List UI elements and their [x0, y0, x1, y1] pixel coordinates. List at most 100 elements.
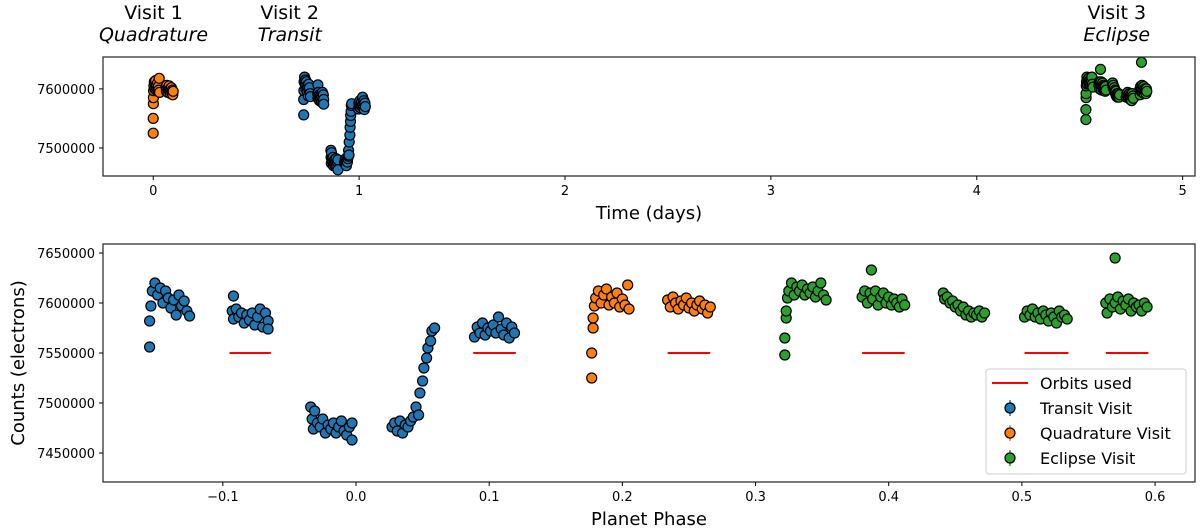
eclipse-point [780, 305, 792, 317]
transit-series [298, 71, 371, 176]
x-tick-label: 1 [355, 184, 363, 199]
y-tick-label: 7650000 [37, 247, 95, 262]
transit-point [429, 322, 441, 334]
legend-marker-icon [1004, 452, 1016, 464]
top-axes: 0 1 2 3 4 5 7500000 7600000 Time (days) Visit 1Qu… [37, 2, 1196, 224]
eclipse-point [1109, 252, 1121, 264]
x-tick-label: 4 [973, 184, 981, 199]
legend-box [985, 368, 1187, 475]
y-tick-label: 7550000 [37, 347, 95, 362]
transit-point [227, 290, 240, 302]
legend-label: Orbits used [1040, 374, 1132, 393]
legend-label: Eclipse Visit [1040, 449, 1135, 468]
visit-subtitle: Transit [258, 24, 324, 46]
transit-point [346, 434, 358, 446]
transit-point [262, 323, 274, 335]
legend-marker-icon [1004, 402, 1016, 414]
quadrature-point [622, 279, 634, 291]
x-tick-label: 0 [149, 184, 157, 199]
transit-point [346, 417, 358, 429]
quadrature-point [147, 112, 159, 125]
x-axis-label: Planet Phase [591, 509, 707, 530]
quadrature-series [586, 279, 716, 384]
transit-point [414, 387, 426, 399]
eclipse-point [1061, 313, 1073, 325]
quadrature-point [587, 312, 599, 324]
x-tick-label: 0.1 [479, 490, 500, 505]
transit-point [425, 335, 437, 347]
y-tick-label: 7600000 [37, 297, 95, 312]
y-axis-label: Counts (electrons) [8, 280, 29, 446]
transit-point [178, 295, 190, 307]
transit-point [359, 100, 371, 113]
visit-title: Visit 3 [1087, 2, 1146, 24]
transit-point [335, 415, 347, 427]
visit-subtitle: Eclipse [1083, 24, 1150, 46]
eclipse-series [1080, 57, 1153, 126]
transit-point [309, 405, 321, 417]
transit-point [144, 315, 156, 327]
bottom-points [144, 252, 1153, 446]
eclipse-point [1094, 63, 1107, 76]
visit-title: Visit 2 [260, 2, 319, 24]
x-tick-label: 5 [1179, 184, 1187, 199]
top-axes-frame [102, 56, 1196, 177]
eclipse-point [865, 264, 878, 276]
quadrature-point [147, 127, 159, 139]
quadrature-point [587, 322, 599, 334]
quadrature-point [586, 372, 598, 384]
transit-point [508, 327, 521, 339]
transit-point [144, 341, 156, 353]
y-tick-label: 7600000 [37, 83, 95, 98]
legend-marker-icon [1004, 427, 1016, 439]
x-tick-label: 0.3 [745, 490, 766, 505]
transit-point [298, 109, 310, 121]
x-tick-label: 0.2 [612, 490, 633, 505]
top-points [147, 57, 1153, 176]
eclipse-point [820, 294, 832, 306]
quadrature-point [623, 303, 635, 315]
transit-series [144, 277, 521, 446]
visit-subtitle: Quadrature [99, 24, 208, 46]
quadrature-point [586, 347, 598, 359]
transit-point [145, 300, 157, 312]
quadrature-series [147, 72, 179, 139]
transit-point [418, 362, 430, 374]
y-tick-label: 7500000 [37, 397, 95, 412]
quadrature-point [153, 72, 165, 84]
x-tick-label: 3 [767, 184, 775, 199]
quadrature-point [600, 283, 613, 295]
eclipse-point [779, 349, 791, 361]
bottom-axes-frame [102, 243, 1196, 483]
quadrature-point [704, 301, 716, 313]
legend-label: Transit Visit [1039, 399, 1132, 418]
eclipse-point [1080, 113, 1092, 126]
eclipse-point [1141, 301, 1153, 313]
x-tick-label: 0.6 [1145, 490, 1166, 505]
x-tick-label: 2 [561, 184, 569, 199]
y-tick-label: 7500000 [37, 142, 95, 157]
x-tick-label: 0.4 [878, 490, 899, 505]
transit-point [318, 98, 330, 110]
eclipse-point [779, 332, 791, 344]
eclipse-point [815, 277, 827, 289]
legend-label: Quadrature Visit [1040, 424, 1171, 443]
eclipse-series [779, 252, 1153, 361]
eclipse-point [1135, 57, 1148, 68]
transit-point [184, 310, 196, 322]
transit-point [343, 149, 355, 161]
x-tick-label: −0.1 [207, 490, 239, 505]
legend: Orbits used Transit Visit Quadrature Visit… [985, 368, 1187, 475]
x-tick-label: 0.0 [346, 490, 367, 505]
top-plot-background [103, 57, 1195, 176]
visit-title: Visit 1 [124, 2, 183, 24]
eclipse-point [899, 299, 911, 311]
eclipse-point [1080, 103, 1092, 116]
transit-point [417, 375, 429, 387]
eclipse-point [978, 307, 991, 319]
x-axis-label: Time (days) [595, 203, 702, 224]
eclipse-point [1141, 85, 1153, 97]
quadrature-point [167, 85, 179, 97]
y-tick-label: 7450000 [37, 447, 95, 462]
